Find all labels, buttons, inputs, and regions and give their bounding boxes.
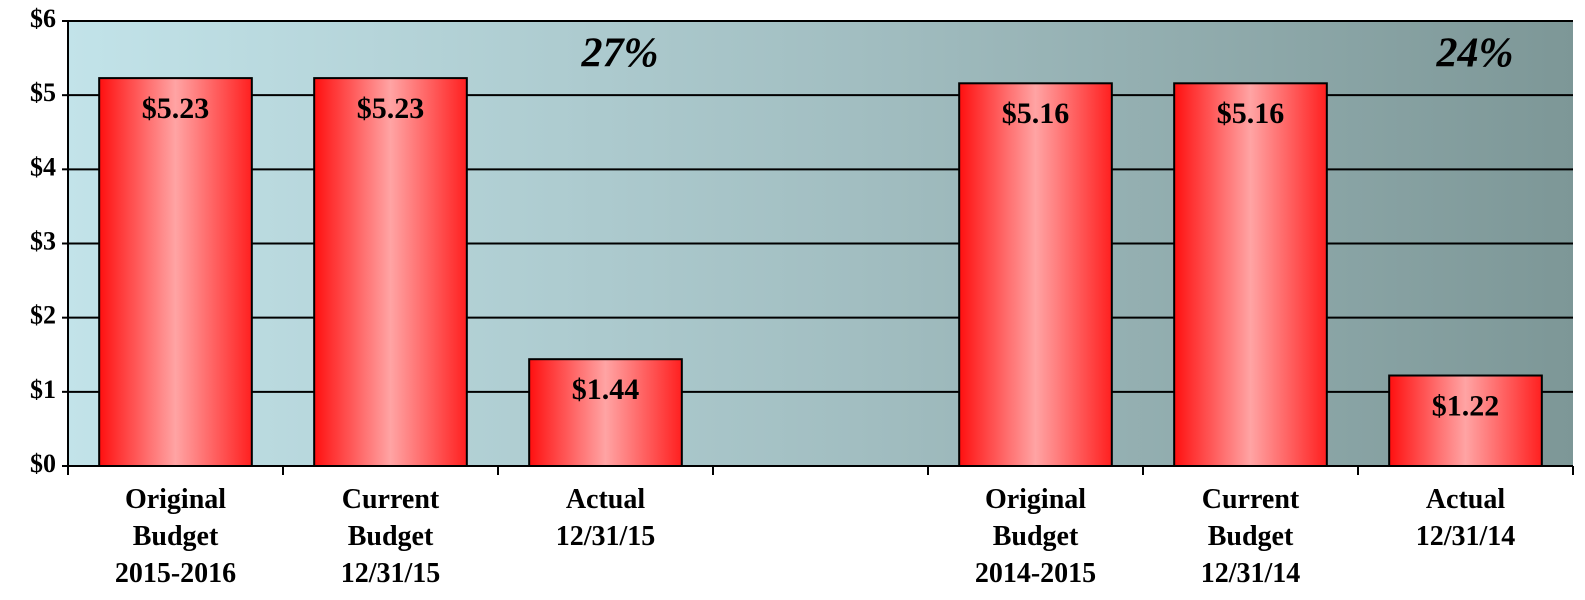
data-label: $5.16 [1002,97,1070,130]
bar [1388,374,1543,467]
x-tick-label: Original Budget 2014-2015 [975,484,1096,589]
y-tick-label: $5 [30,78,56,107]
bar [1173,82,1328,468]
y-tick-label: $6 [30,4,56,33]
annotation: 27% [581,31,659,77]
x-tick-label: Current Budget 12/31/14 [1201,484,1301,589]
y-tick-label: $4 [30,152,56,181]
x-tick-label: Actual 12/31/14 [1416,484,1516,552]
x-tick-label: Original Budget 2015-2016 [115,484,236,589]
bar [313,77,468,467]
y-tick-label: $1 [30,375,56,404]
x-tick-label: Current Budget 12/31/15 [341,484,441,589]
data-label: $5.23 [142,92,210,125]
annotation: 24% [1436,31,1514,77]
y-tick-label: $2 [30,301,56,330]
data-label: $1.44 [572,373,640,406]
bar [958,82,1113,468]
data-label: $1.22 [1432,389,1500,422]
data-label: $5.23 [357,92,425,125]
data-label: $5.16 [1217,97,1285,130]
x-tick-label: Actual 12/31/15 [556,484,656,552]
y-tick-label: $3 [30,226,56,255]
bar [98,77,253,467]
y-tick-label: $0 [30,449,56,478]
